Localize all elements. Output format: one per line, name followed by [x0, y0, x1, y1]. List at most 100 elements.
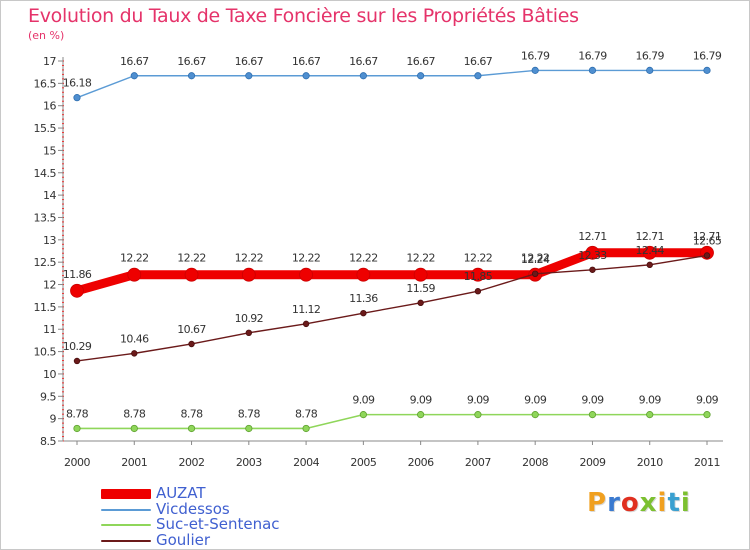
data-label-goulier: 11.59 — [406, 282, 435, 295]
data-label-vicdessos: 16.67 — [177, 55, 206, 68]
data-label-goulier: 12.33 — [578, 249, 607, 262]
y-tick-label: 8.5 — [40, 435, 56, 448]
data-point-auzat — [70, 283, 84, 298]
data-label-goulier: 12.24 — [521, 253, 550, 266]
data-label-vicdessos: 16.67 — [464, 55, 493, 68]
data-label-vicdessos: 16.79 — [693, 49, 722, 62]
data-point-goulier — [73, 357, 81, 365]
y-tick-label: 13.5 — [34, 211, 57, 224]
series-line-vicdessos — [76, 69, 708, 99]
y-tick-label: 9 — [50, 413, 57, 426]
legend-label: Vicdessos — [156, 499, 230, 518]
y-tick-label: 10 — [43, 368, 56, 381]
legend-swatch — [101, 539, 151, 542]
y-tick-label: 17 — [43, 55, 56, 68]
data-label-suc-et-sentenac: 8.78 — [123, 407, 146, 420]
legend-swatch — [101, 489, 151, 499]
data-label-goulier: 11.85 — [464, 270, 493, 283]
data-point-goulier — [360, 309, 367, 317]
y-tick-label: 15.5 — [34, 122, 57, 135]
data-label-vicdessos: 16.67 — [349, 55, 378, 68]
data-point-goulier — [302, 320, 310, 328]
y-tick-label: 12 — [43, 279, 56, 292]
data-point-auzat — [471, 267, 485, 282]
data-point-vicdessos — [73, 94, 81, 102]
data-label-vicdessos: 16.67 — [406, 55, 435, 68]
data-point-vicdessos — [588, 66, 597, 74]
series-line-suc-et-sentenac — [76, 413, 708, 430]
data-label-auzat: 12.22 — [177, 252, 206, 265]
data-label-goulier: 10.29 — [63, 340, 92, 353]
data-point-goulier — [474, 288, 482, 295]
data-point-suc-et-sentenac — [703, 411, 711, 419]
data-label-vicdessos: 16.79 — [521, 49, 550, 62]
brand-letter: P — [587, 488, 608, 518]
x-tick-label: 2000 — [64, 456, 90, 469]
brand-logo: Proxiti — [587, 488, 691, 518]
y-tick-label: 13 — [43, 234, 56, 247]
data-point-suc-et-sentenac — [245, 424, 253, 433]
data-label-auzat: 12.71 — [693, 230, 722, 243]
data-label-goulier: 10.67 — [177, 323, 206, 336]
x-tick-label: 2002 — [179, 456, 205, 469]
data-point-vicdessos — [703, 66, 711, 74]
y-tick-label: 12.5 — [34, 256, 57, 269]
data-point-vicdessos — [245, 72, 253, 80]
data-point-goulier — [646, 261, 653, 269]
y-tick-label: 16.5 — [34, 77, 57, 90]
data-label-auzat: 11.86 — [63, 268, 92, 281]
data-point-suc-et-sentenac — [588, 411, 597, 419]
legend-swatch — [101, 508, 151, 511]
x-tick-label: 2003 — [236, 456, 262, 469]
data-point-vicdessos — [531, 66, 539, 74]
data-point-suc-et-sentenac — [359, 411, 367, 419]
data-label-auzat: 12.22 — [406, 252, 435, 265]
data-label-auzat: 12.22 — [349, 252, 378, 265]
brand-letter: o — [620, 488, 640, 518]
y-tick-label: 11.5 — [34, 301, 57, 314]
data-label-goulier: 12.65 — [693, 234, 722, 247]
y-tick-label: 9.5 — [40, 390, 56, 403]
data-label-vicdessos: 16.18 — [63, 77, 92, 90]
data-label-suc-et-sentenac: 9.09 — [352, 394, 375, 407]
data-point-suc-et-sentenac — [130, 424, 138, 433]
y-tick-label: 11 — [43, 323, 56, 336]
data-label-goulier: 10.46 — [120, 332, 149, 345]
x-tick-label: 2004 — [293, 456, 319, 469]
x-tick-label: 2007 — [465, 456, 491, 469]
legend-label: AUZAT — [156, 484, 206, 502]
data-label-auzat: 12.71 — [635, 230, 664, 243]
brand-letter: i — [680, 488, 691, 518]
data-label-suc-et-sentenac: 9.09 — [639, 394, 662, 407]
data-label-suc-et-sentenac: 9.09 — [696, 394, 719, 407]
data-point-auzat — [413, 267, 428, 282]
brand-letter: x — [639, 488, 658, 518]
data-label-suc-et-sentenac: 8.78 — [295, 407, 318, 420]
data-label-suc-et-sentenac: 9.09 — [410, 394, 433, 407]
chart-title: Evolution du Taux de Taxe Foncière sur l… — [28, 5, 579, 27]
x-tick-label: 2008 — [522, 456, 548, 469]
x-tick-label: 2005 — [350, 456, 376, 469]
data-point-goulier — [531, 270, 539, 277]
x-tick-label: 2009 — [579, 456, 605, 469]
data-point-suc-et-sentenac — [187, 424, 196, 433]
chart-subtitle: (en %) — [28, 29, 65, 42]
data-point-suc-et-sentenac — [646, 411, 654, 419]
x-tick-label: 2001 — [121, 456, 147, 469]
data-label-vicdessos: 16.67 — [120, 55, 149, 68]
data-label-auzat: 12.22 — [521, 252, 550, 265]
data-point-vicdessos — [187, 72, 196, 80]
data-point-vicdessos — [646, 66, 654, 74]
data-point-suc-et-sentenac — [531, 411, 539, 419]
data-point-goulier — [188, 340, 195, 348]
x-tick-label: 2010 — [637, 456, 663, 469]
data-point-auzat — [585, 245, 600, 260]
data-label-vicdessos: 16.67 — [235, 55, 264, 68]
y-tick-label: 16 — [43, 100, 56, 113]
data-point-vicdessos — [359, 72, 367, 80]
legend-label: Goulier — [156, 530, 211, 549]
data-point-vicdessos — [302, 72, 310, 80]
data-point-goulier — [589, 266, 596, 273]
data-label-suc-et-sentenac: 9.09 — [524, 394, 547, 407]
